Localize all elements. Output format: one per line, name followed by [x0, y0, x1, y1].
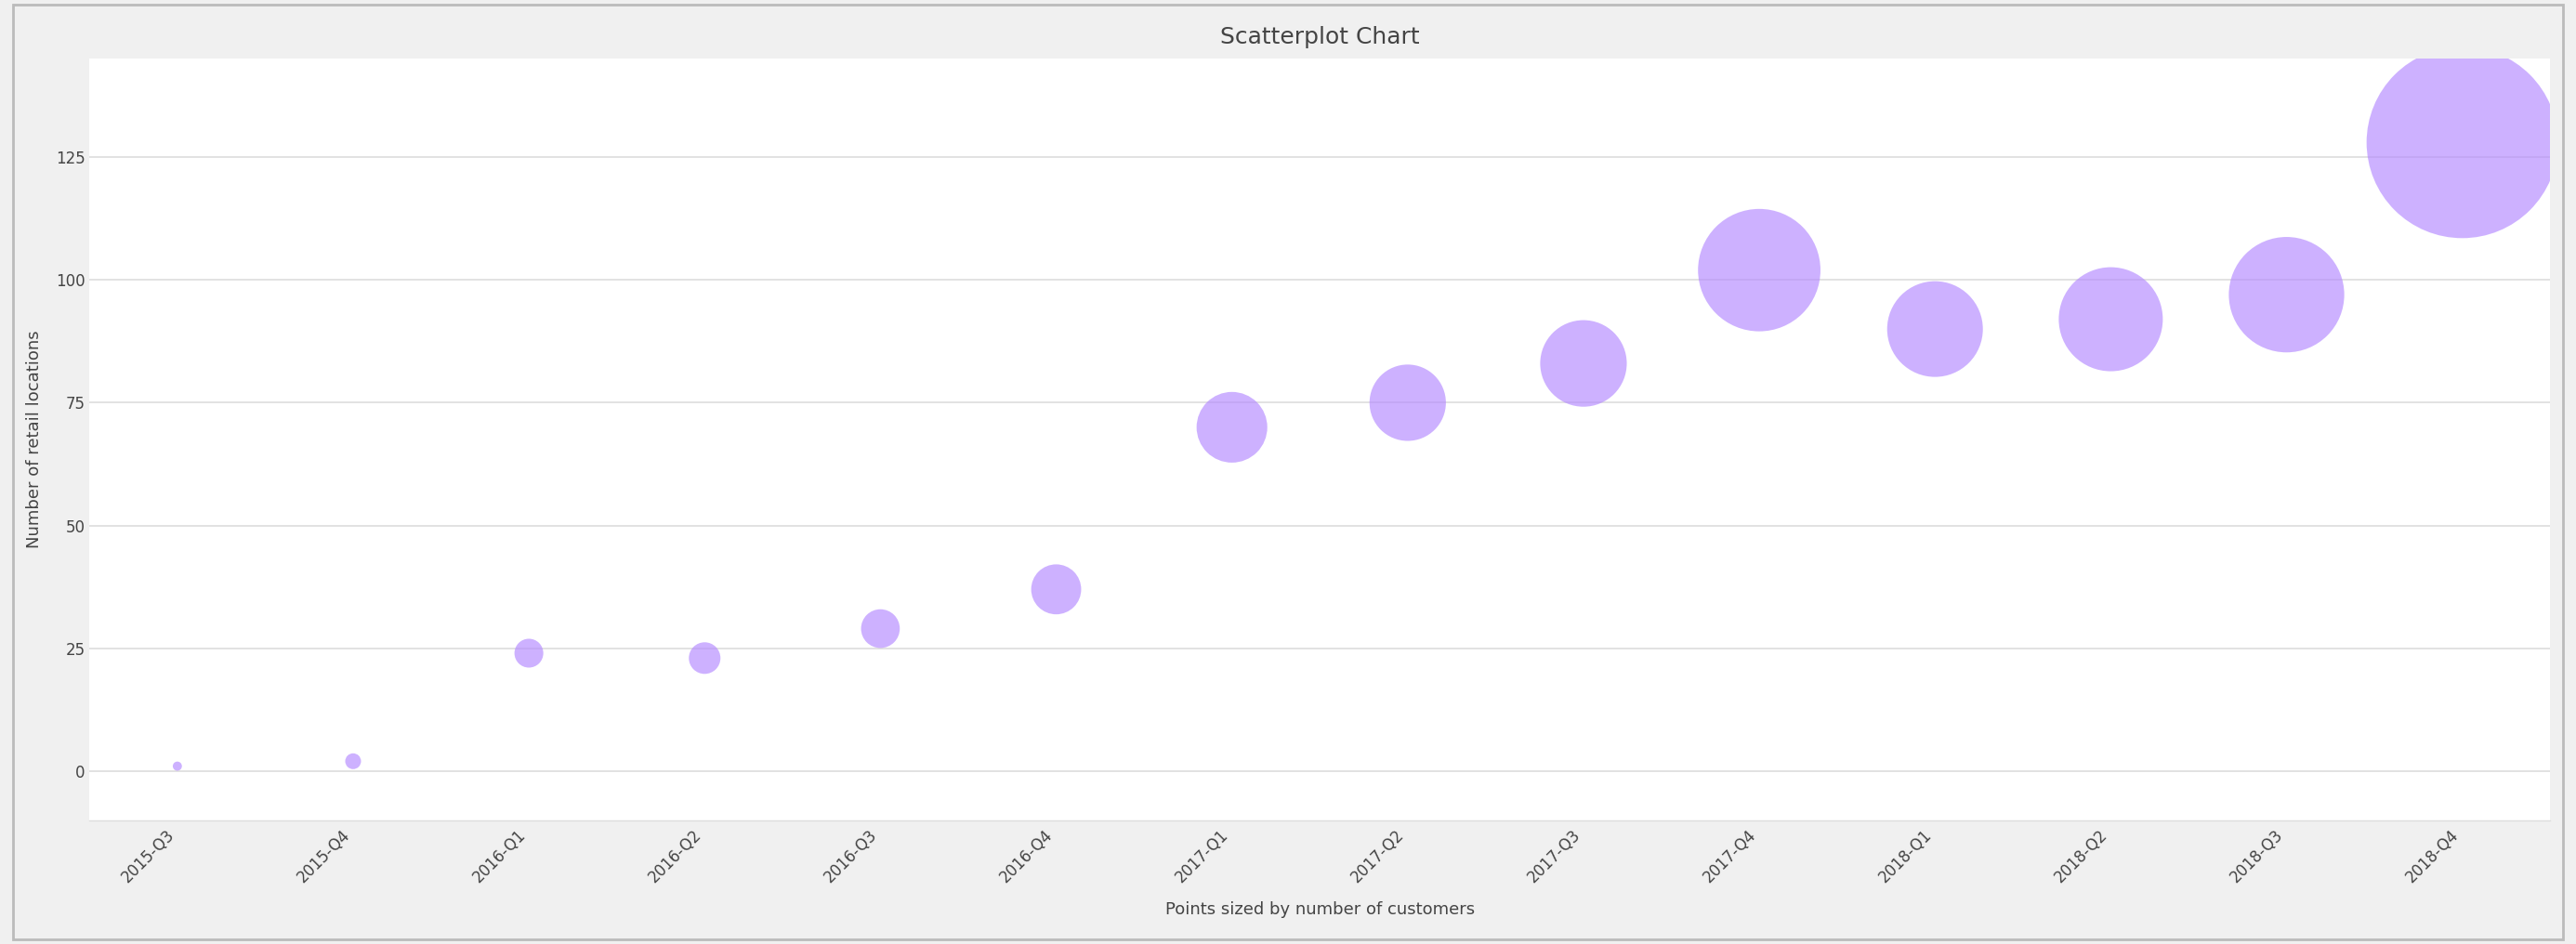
Point [1739, 262, 1780, 278]
Point [1036, 582, 1077, 597]
Point [2267, 287, 2308, 302]
Point [1386, 396, 1427, 411]
Y-axis label: Number of retail locations: Number of retail locations [26, 330, 44, 548]
Point [1211, 420, 1252, 435]
X-axis label: Points sized by number of customers: Points sized by number of customers [1164, 902, 1473, 919]
Point [860, 621, 902, 636]
Title: Scatterplot Chart: Scatterplot Chart [1221, 25, 1419, 48]
Point [2442, 135, 2483, 150]
Point [157, 759, 198, 774]
Point [685, 650, 726, 666]
Point [1914, 322, 1955, 337]
Point [507, 646, 549, 661]
Point [1564, 356, 1605, 371]
Point [2089, 312, 2130, 327]
Point [332, 753, 374, 768]
